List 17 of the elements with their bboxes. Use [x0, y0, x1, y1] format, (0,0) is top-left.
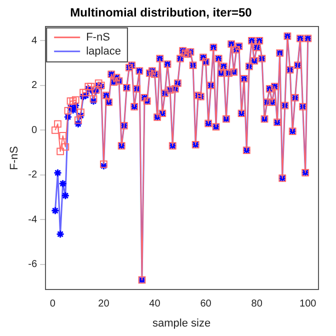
- y-tick-label: -6: [28, 259, 38, 270]
- x-tick-label: 20: [98, 298, 110, 310]
- legend-label: F-nS: [86, 31, 110, 44]
- y-axis-title: F-nS: [8, 146, 21, 170]
- y-tick-label: 2: [32, 80, 38, 92]
- x-tick-label: 0: [50, 298, 56, 310]
- x-tick-label: 80: [251, 298, 263, 310]
- y-tick-label: -2: [28, 170, 38, 181]
- y-tick-label: 4: [32, 35, 38, 46]
- x-tick-label: 60: [200, 298, 212, 310]
- legend-label: laplace: [86, 45, 121, 58]
- x-tick-label: 40: [149, 298, 161, 310]
- x-axis-title: sample size: [152, 317, 211, 330]
- x-tick-label: 100: [300, 298, 317, 310]
- chart-title: Multinomial distribution, iter=50: [70, 6, 252, 20]
- y-tick-label: -4: [28, 214, 38, 226]
- y-tick-label: 0: [32, 124, 38, 136]
